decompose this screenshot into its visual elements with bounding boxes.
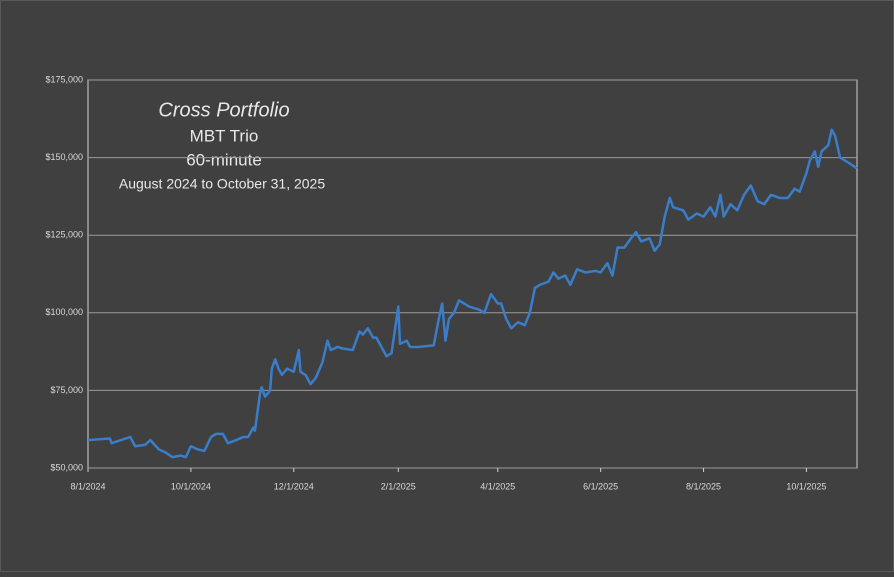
x-tick-label: 10/1/2025 <box>786 481 826 491</box>
y-tick-label: $125,000 <box>45 230 83 240</box>
y-tick-label: $50,000 <box>50 462 83 472</box>
y-tick-label: $150,000 <box>45 152 83 162</box>
chart-title: Cross Portfolio <box>158 99 289 121</box>
chart-subtitle: August 2024 to October 31, 2025 <box>119 176 325 192</box>
x-tick-label: 4/1/2025 <box>480 481 515 491</box>
x-tick-label: 8/1/2025 <box>686 481 721 491</box>
y-tick-label: $175,000 <box>45 74 83 84</box>
x-tick-label: 10/1/2024 <box>171 481 211 491</box>
chart-subtitle: MBT Trio <box>190 126 259 145</box>
x-tick-label: 12/1/2024 <box>274 481 314 491</box>
chart-subtitle: 60-minute <box>186 150 262 169</box>
x-tick-label: 6/1/2025 <box>583 481 618 491</box>
y-tick-label: $100,000 <box>45 307 83 317</box>
x-tick-label: 2/1/2025 <box>381 481 416 491</box>
x-tick-label: 8/1/2024 <box>70 481 105 491</box>
y-tick-label: $75,000 <box>50 385 83 395</box>
data-line <box>87 128 858 459</box>
